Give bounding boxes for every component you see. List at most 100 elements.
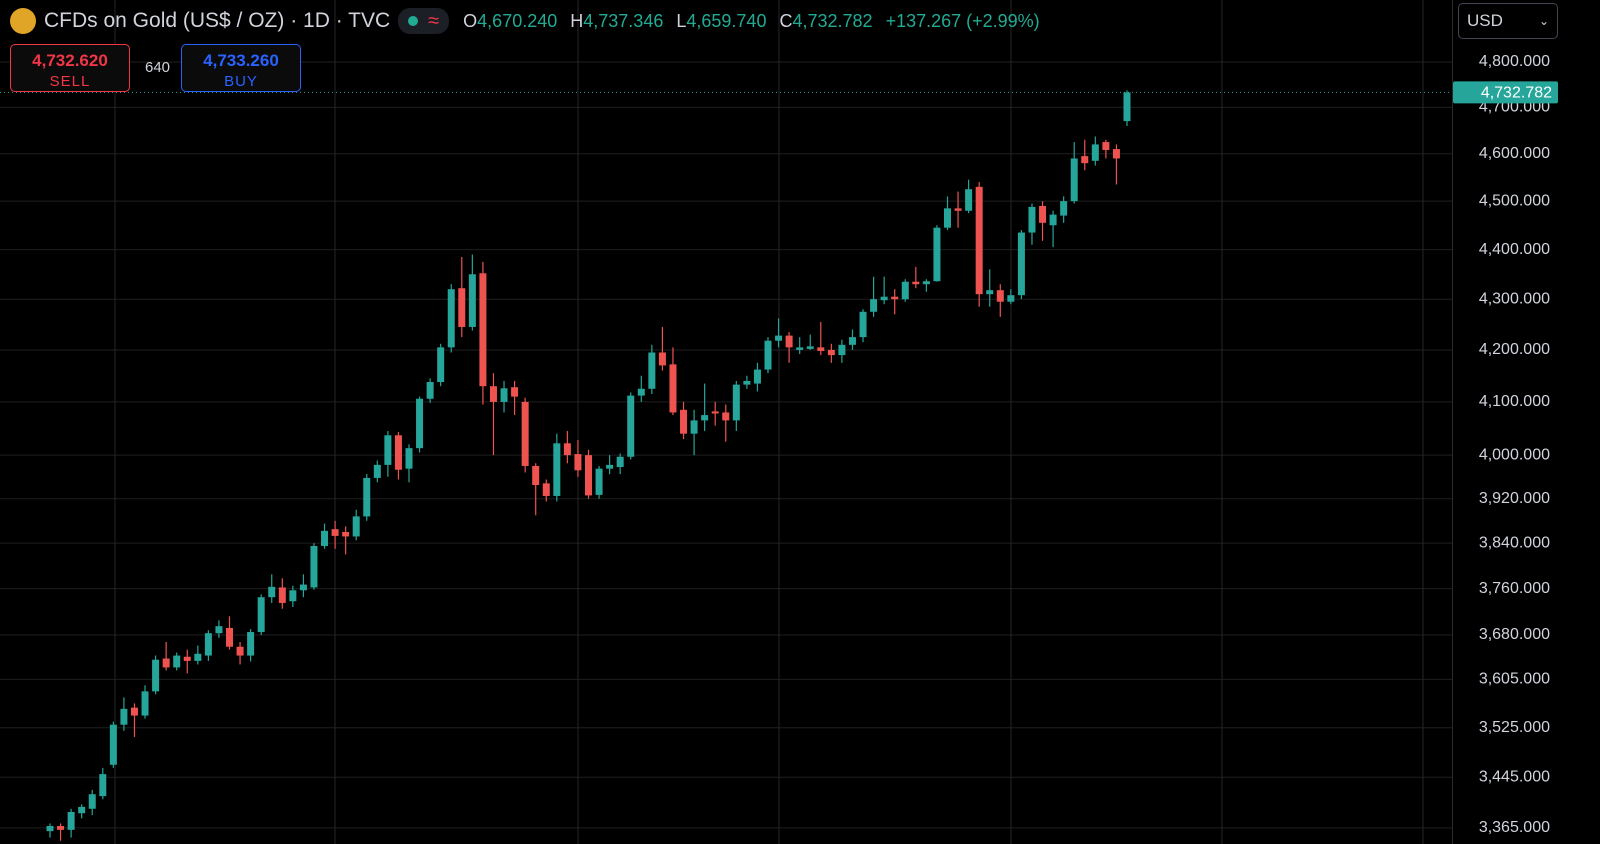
candle-body: [944, 208, 951, 228]
symbol-icon: [10, 8, 36, 34]
candle-body: [616, 456, 624, 468]
candle-body: [912, 281, 920, 285]
candle-body: [901, 281, 909, 300]
y-tick-label: 4,000.000: [1479, 446, 1550, 463]
y-tick-label: 4,200.000: [1479, 341, 1550, 358]
y-tick-label: 3,365.000: [1479, 819, 1550, 836]
candle-body: [511, 387, 519, 397]
candle-body: [1070, 158, 1078, 202]
candle-body: [1112, 149, 1120, 159]
ohlc-key: O: [463, 10, 478, 31]
ohlc-key: H: [570, 10, 584, 31]
candle-body: [806, 346, 814, 349]
candle-body: [57, 825, 65, 830]
candle-body: [278, 587, 286, 603]
candle-body: [437, 347, 445, 383]
candle-body: [183, 656, 191, 661]
candle-body: [373, 464, 381, 478]
candle-body: [585, 455, 592, 496]
candle-body: [637, 388, 645, 396]
ohlc-value: 4,732.782: [792, 10, 873, 31]
ohlc-value: 4,737.346: [583, 10, 664, 31]
ohlc-key: L: [676, 10, 687, 31]
candle-body: [922, 281, 930, 285]
candle-body: [606, 464, 614, 469]
candle-body: [1060, 201, 1068, 216]
candle-body: [627, 395, 635, 457]
ohlc-value: 4,670.240: [477, 10, 558, 31]
candle-body: [848, 337, 856, 345]
y-tick-label: 3,920.000: [1479, 490, 1550, 507]
y-tick-label: 4,600.000: [1479, 145, 1550, 162]
currency-select[interactable]: USD ⌄: [1458, 3, 1558, 39]
candle-body: [1049, 214, 1057, 226]
candle-body: [162, 658, 170, 668]
candle-body: [236, 646, 244, 656]
candle-body: [384, 435, 392, 465]
y-tick-label: 3,760.000: [1479, 580, 1550, 597]
candle-body: [447, 289, 455, 348]
candle-body: [46, 825, 54, 832]
buy-label: BUY: [224, 73, 258, 90]
currency: USD: [1467, 11, 1503, 30]
buy-button[interactable]: 4,733.260 BUY: [181, 44, 301, 92]
candle-body: [321, 530, 329, 546]
candle-body: [78, 806, 86, 814]
candle-body: [532, 465, 540, 486]
market-open-dot: [408, 16, 419, 26]
ohlc-key: C: [779, 10, 793, 31]
y-tick-label: 4,300.000: [1479, 290, 1550, 307]
candle-body: [553, 443, 561, 496]
candle-body: [975, 186, 983, 295]
candle-body: [479, 273, 487, 387]
status-pill[interactable]: ≈: [398, 8, 450, 34]
candle-body: [965, 189, 973, 211]
y-tick-label: 4,100.000: [1479, 393, 1550, 410]
candle-body: [416, 398, 424, 449]
sell-label: SELL: [49, 73, 91, 90]
candle-body: [226, 627, 233, 647]
candle-body: [194, 653, 202, 661]
chevron: ⌄: [1538, 14, 1549, 28]
last-price-tag: [1453, 81, 1558, 104]
candle-body: [120, 708, 128, 725]
candle-body: [996, 290, 1004, 302]
candle-body: [1039, 205, 1047, 223]
candle-body: [690, 420, 698, 434]
candle-body: [215, 626, 223, 634]
candle-body: [838, 344, 846, 356]
y-tick-label: 3,445.000: [1479, 768, 1550, 785]
candle-body: [1123, 92, 1131, 122]
candle-body: [1081, 156, 1089, 164]
candle-body: [342, 531, 350, 537]
candle-body: [1091, 144, 1099, 161]
header: CFDs on Gold (US$ / OZ) · 1D · TVC ≈ O4,…: [10, 6, 1048, 36]
y-tick-label: 4,800.000: [1479, 53, 1550, 70]
candle-body: [891, 296, 899, 300]
candle-body: [99, 774, 107, 797]
candle-body: [67, 811, 75, 830]
candle-body: [880, 296, 888, 301]
candle-body: [542, 483, 550, 496]
candle-body: [173, 655, 181, 668]
candle-body: [711, 411, 719, 414]
candle-body: [1007, 295, 1015, 302]
candle-body: [722, 412, 730, 421]
candle-body: [204, 633, 212, 656]
candle-body: [743, 380, 751, 385]
time-grid: [114, 0, 1424, 844]
candle-body: [732, 384, 740, 421]
candle-body: [521, 401, 529, 466]
ohlc: O4,670.240 H4,737.346 L4,659.740 C4,732.…: [463, 11, 1048, 32]
candle-body: [289, 590, 297, 602]
candle-body: [299, 584, 307, 591]
delay-icon: ≈: [428, 9, 440, 32]
candle-body: [785, 335, 793, 348]
spread: 640: [145, 59, 171, 76]
sell-button[interactable]: 4,732.620 SELL: [10, 44, 130, 92]
candle-body: [88, 794, 96, 809]
buy-price: 4,733.260: [203, 51, 279, 70]
candle-body: [257, 597, 265, 633]
